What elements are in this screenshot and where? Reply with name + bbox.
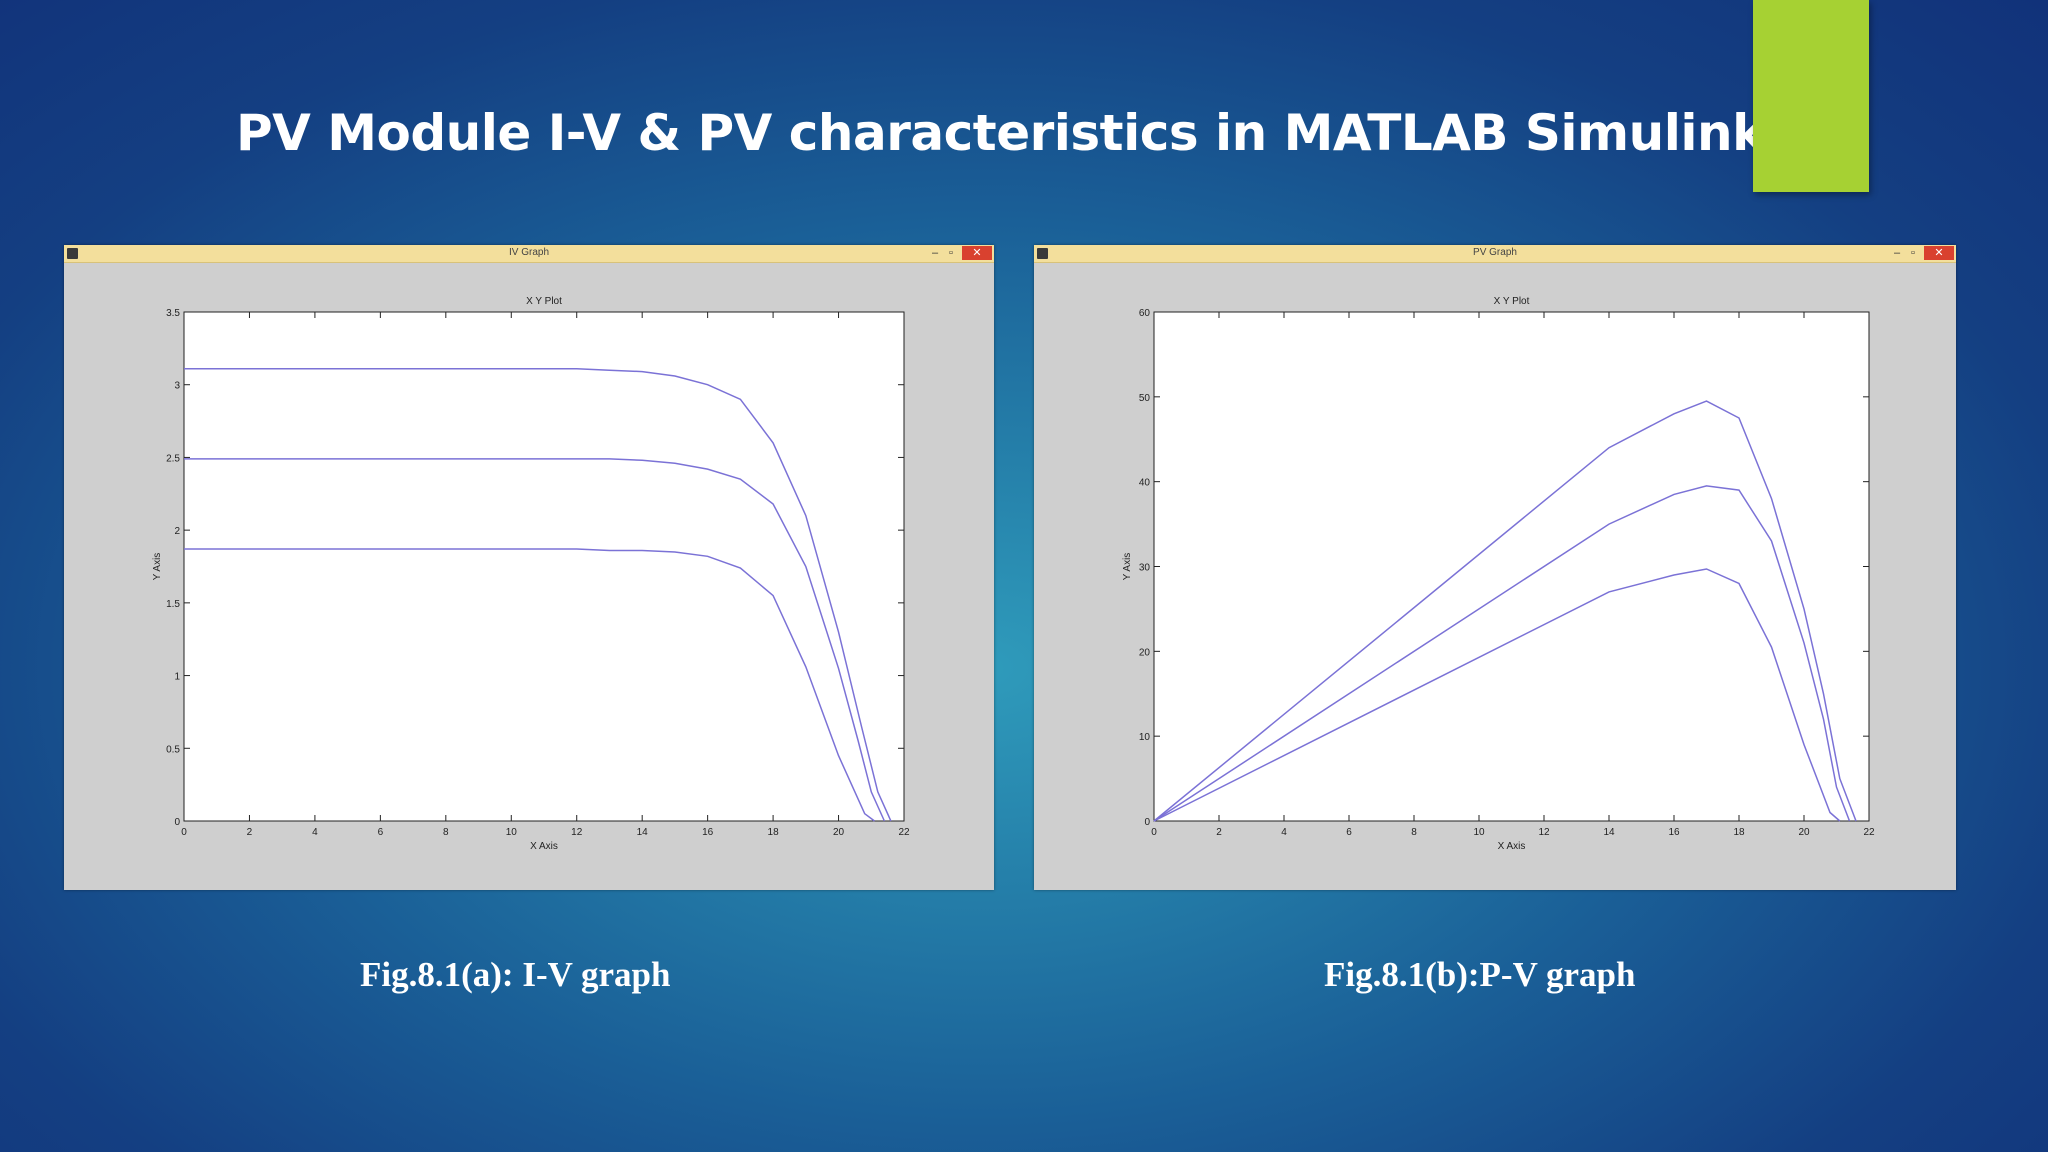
minimize-button[interactable]: –: [1893, 247, 1901, 259]
x-tick-label: 16: [1668, 827, 1680, 838]
y-tick-label: 0.5: [166, 744, 180, 755]
pv-graph-window: PV Graph – ▫ ✕ X Y Plot 0 2 4 6 8 10 12 14 16 18 20…: [1034, 245, 1956, 890]
x-axis-label: X Axis: [530, 841, 558, 852]
x-tick-label: 0: [181, 827, 187, 838]
series-line-1: [184, 367, 892, 822]
iv-window-titlebar[interactable]: IV Graph – ▫ ✕: [64, 245, 994, 263]
series-line-1: [1153, 400, 1857, 822]
minimize-button[interactable]: –: [931, 247, 939, 259]
x-tick-label: 22: [1863, 827, 1875, 838]
y-tick-label: 20: [1139, 647, 1151, 658]
x-tick-label: 12: [1538, 827, 1550, 838]
x-axis-label: X Axis: [1498, 841, 1526, 852]
iv-caption: Fig.8.1(a): I-V graph: [360, 955, 671, 994]
x-tick-label: 8: [443, 827, 449, 838]
y-tick-label: 1: [174, 672, 180, 683]
y-tick-label: 30: [1139, 563, 1151, 574]
x-tick-label: 12: [571, 827, 583, 838]
x-tick-label: 20: [1798, 827, 1810, 838]
plot-area: [183, 311, 905, 822]
accent-rectangle: [1753, 0, 1869, 192]
close-button[interactable]: ✕: [962, 246, 992, 260]
y-tick-label: 10: [1139, 732, 1151, 743]
x-tick-label: 22: [898, 827, 910, 838]
x-tick-label: 18: [1733, 827, 1745, 838]
pv-window-title: PV Graph: [1473, 247, 1517, 258]
x-tick-label: 2: [1216, 827, 1222, 838]
matlab-icon: [1037, 248, 1048, 259]
series-line-3: [1153, 568, 1841, 822]
x-tick-label: 6: [1346, 827, 1352, 838]
y-tick-label: 2: [174, 526, 180, 537]
x-tick-label: 0: [1151, 827, 1157, 838]
y-tick-label: 50: [1139, 393, 1151, 404]
x-tick-label: 10: [1473, 827, 1485, 838]
x-tick-label: 8: [1411, 827, 1417, 838]
y-axis-label: Y Axis: [152, 553, 163, 581]
x-tick-label: 6: [378, 827, 384, 838]
pv-window-titlebar[interactable]: PV Graph – ▫ ✕: [1034, 245, 1956, 263]
pv-caption: Fig.8.1(b):P-V graph: [1324, 955, 1636, 994]
slide-title: PV Module I-V & PV characteristics in MA…: [236, 104, 1765, 162]
series-line-2: [1153, 485, 1851, 822]
x-tick-label: 10: [506, 827, 518, 838]
x-tick-label: 20: [833, 827, 845, 838]
maximize-button[interactable]: ▫: [949, 247, 953, 259]
series-line-2: [184, 458, 886, 822]
x-tick-label: 18: [768, 827, 780, 838]
matlab-icon: [67, 248, 78, 259]
iv-graph-window: IV Graph – ▫ ✕ X Y Plot 0 2 4 6 8 10 12 14 16 18 20…: [64, 245, 994, 890]
x-tick-label: 14: [1603, 827, 1615, 838]
x-tick-label: 4: [1281, 827, 1287, 838]
y-tick-label: 1.5: [166, 599, 180, 610]
y-tick-label: 3: [174, 381, 180, 392]
plot-title: X Y Plot: [526, 296, 562, 307]
y-tick-label: 60: [1139, 308, 1151, 319]
y-tick-label: 2.5: [166, 453, 180, 464]
y-tick-label: 0: [1144, 817, 1150, 828]
plot-area: [1153, 311, 1870, 822]
pv-plot: X Y Plot 0 2 4 6 8 10 12 14 16 18 20 22 0 10 20 30 40 50 60…: [1122, 296, 1875, 852]
iv-window-title: IV Graph: [508, 247, 550, 258]
close-button[interactable]: ✕: [1924, 246, 1954, 260]
maximize-button[interactable]: ▫: [1911, 247, 1915, 259]
series-line-3: [184, 548, 875, 822]
y-axis-label: Y Axis: [1122, 553, 1133, 581]
iv-plot: X Y Plot 0 2 4 6 8 10 12 14 16 18 20 22 0 0.5 1 1.5 2 2.5 3…: [152, 296, 910, 852]
x-tick-label: 16: [702, 827, 714, 838]
y-tick-label: 40: [1139, 478, 1151, 489]
x-tick-label: 14: [637, 827, 649, 838]
x-tick-label: 4: [312, 827, 318, 838]
plot-title: X Y Plot: [1494, 296, 1530, 307]
x-tick-label: 2: [247, 827, 253, 838]
y-tick-label: 0: [174, 817, 180, 828]
y-tick-label: 3.5: [166, 308, 180, 319]
